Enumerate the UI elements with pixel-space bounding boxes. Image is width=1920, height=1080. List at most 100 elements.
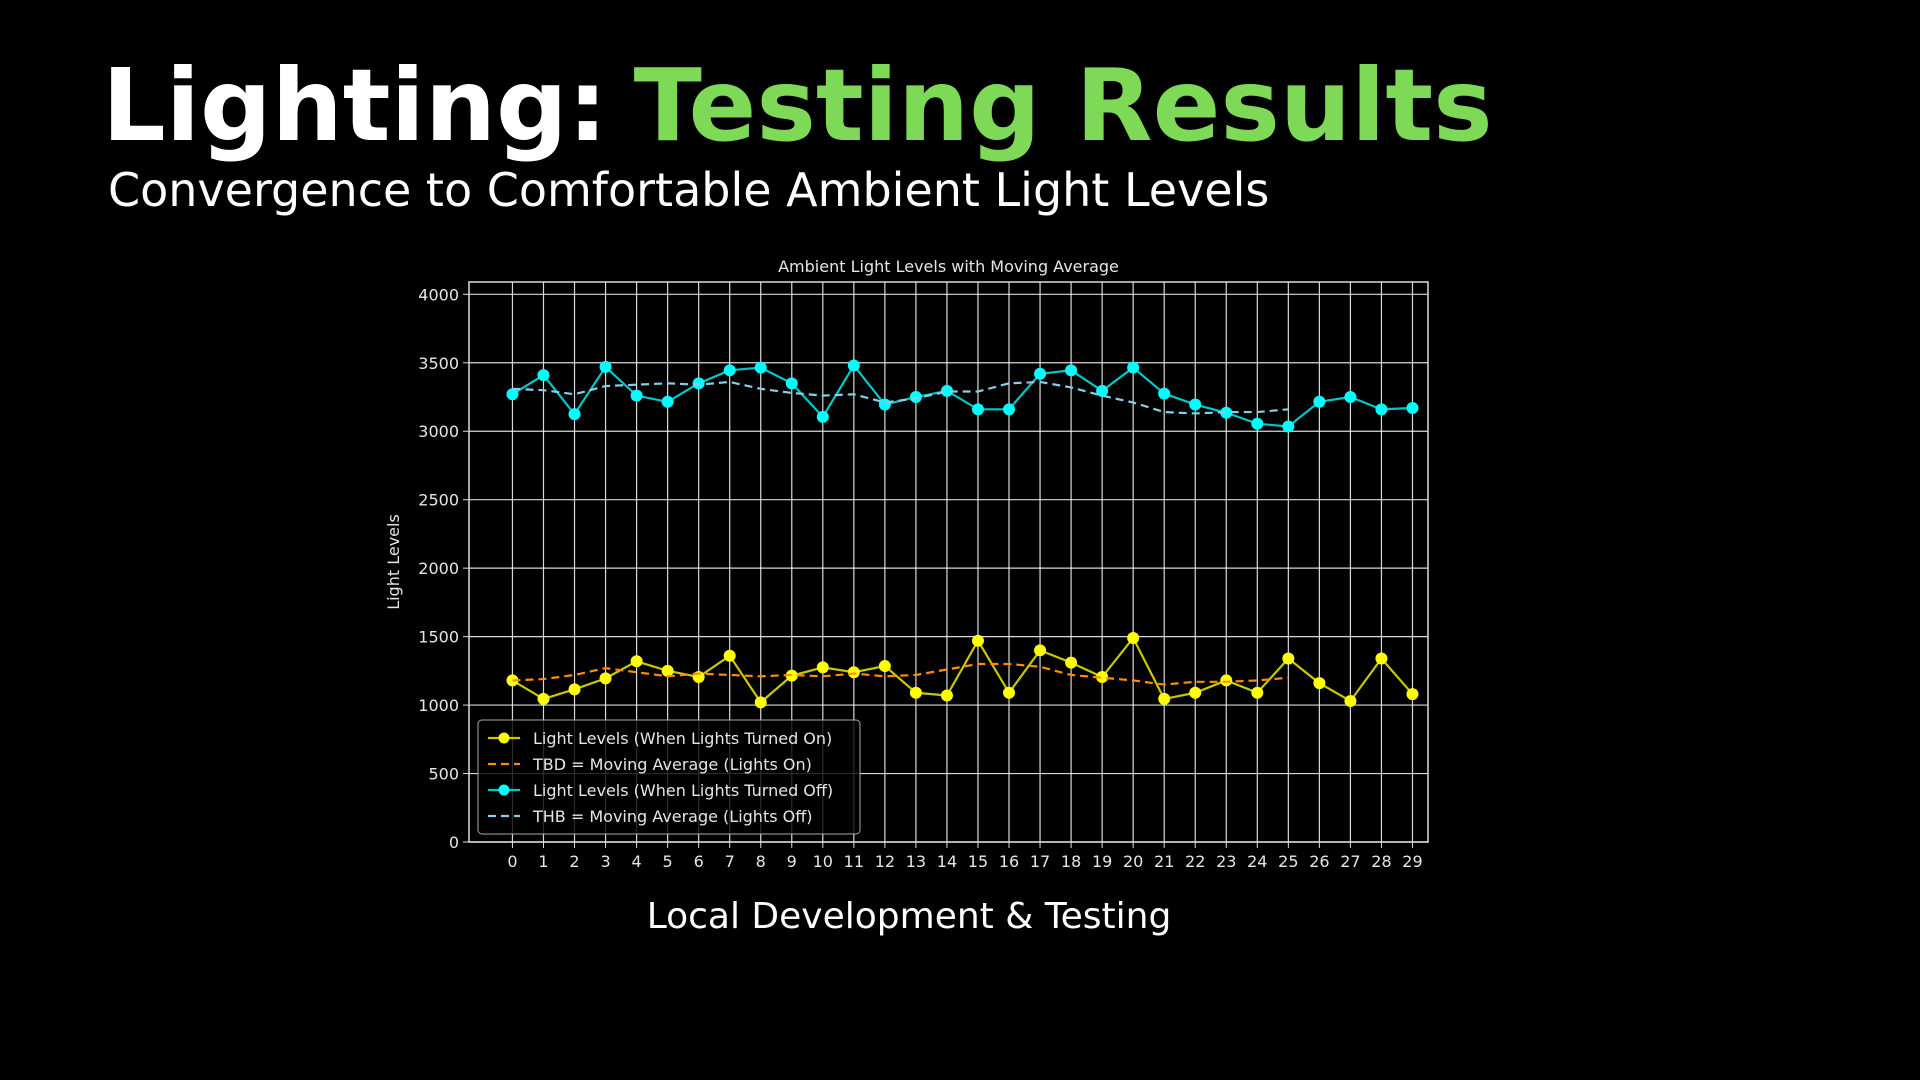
- data-point: [1034, 644, 1047, 657]
- data-point: [661, 395, 674, 408]
- data-point: [506, 388, 519, 401]
- data-point: [1096, 671, 1109, 684]
- y-tick-label: 2000: [418, 559, 459, 578]
- data-point: [1003, 686, 1016, 699]
- data-point: [971, 634, 984, 647]
- data-point: [1189, 686, 1202, 699]
- y-tick-label: 1500: [418, 628, 459, 647]
- data-point: [754, 696, 767, 709]
- legend-label: TBD = Moving Average (Lights On): [532, 755, 812, 774]
- data-point: [599, 360, 612, 373]
- data-point: [1034, 367, 1047, 380]
- data-point: [568, 683, 581, 696]
- y-tick-label: 3500: [418, 354, 459, 373]
- legend-marker: [498, 784, 510, 796]
- data-point: [1282, 420, 1295, 433]
- data-point: [940, 689, 953, 702]
- data-point: [1003, 403, 1016, 416]
- x-tick-label: 19: [1092, 852, 1112, 871]
- data-point: [599, 672, 612, 685]
- x-tick-label: 8: [756, 852, 766, 871]
- x-tick-label: 17: [1030, 852, 1050, 871]
- data-point: [1375, 403, 1388, 416]
- data-point: [723, 364, 736, 377]
- data-point: [1251, 417, 1264, 430]
- data-point: [971, 403, 984, 416]
- data-point: [909, 686, 922, 699]
- x-tick-label: 6: [694, 852, 704, 871]
- y-tick-label: 2500: [418, 491, 459, 510]
- x-tick-label: 10: [813, 852, 833, 871]
- subtitle: Convergence to Comfortable Ambient Light…: [108, 163, 1269, 217]
- data-point: [1406, 688, 1419, 701]
- data-point: [1220, 674, 1233, 687]
- data-point: [630, 655, 643, 668]
- data-point: [661, 664, 674, 677]
- y-tick-label: 4000: [418, 285, 459, 304]
- x-tick-label: 14: [937, 852, 957, 871]
- x-tick-label: 29: [1402, 852, 1422, 871]
- data-point: [1065, 364, 1078, 377]
- x-tick-label: 25: [1278, 852, 1298, 871]
- data-point: [1127, 631, 1140, 644]
- series-line: [512, 380, 1289, 415]
- data-point: [1189, 398, 1202, 411]
- data-point: [1096, 384, 1109, 397]
- data-point: [754, 361, 767, 374]
- legend-box: [477, 719, 861, 835]
- data-point: [1158, 692, 1171, 705]
- data-point: [1406, 401, 1419, 414]
- y-tick-label: 0: [449, 833, 459, 852]
- data-point: [1313, 677, 1326, 690]
- data-point: [816, 661, 829, 674]
- data-point: [816, 410, 829, 423]
- x-tick-label: 23: [1216, 852, 1236, 871]
- x-tick-label: 3: [600, 852, 610, 871]
- data-point: [630, 389, 643, 402]
- x-tick-label: 22: [1185, 852, 1205, 871]
- chart-title: Ambient Light Levels with Moving Average: [778, 257, 1119, 276]
- series-line: [512, 662, 1289, 686]
- x-tick-label: 20: [1123, 852, 1143, 871]
- title-highlight: Testing Results: [634, 47, 1493, 164]
- x-tick-label: 28: [1371, 852, 1391, 871]
- data-point: [785, 377, 798, 390]
- caption: Local Development & Testing: [647, 896, 1172, 937]
- data-point: [878, 660, 891, 673]
- x-tick-label: 0: [507, 852, 517, 871]
- x-tick-label: 27: [1340, 852, 1360, 871]
- x-tick-label: 5: [663, 852, 673, 871]
- y-tick-label: 500: [428, 765, 459, 784]
- x-tick-label: 9: [787, 852, 797, 871]
- data-point: [1344, 694, 1357, 707]
- x-tick-label: 24: [1247, 852, 1267, 871]
- x-tick-label: 15: [968, 852, 988, 871]
- x-tick-label: 1: [538, 852, 548, 871]
- legend-label: THB = Moving Average (Lights Off): [532, 807, 813, 826]
- data-point: [1127, 361, 1140, 374]
- slide-title: Lighting: Testing Results: [102, 47, 1493, 164]
- data-point: [1344, 391, 1357, 404]
- chart: Ambient Light Levels with Moving Average…: [384, 257, 1429, 871]
- x-tick-label: 26: [1309, 852, 1329, 871]
- x-tick-label: 11: [844, 852, 864, 871]
- data-point: [1220, 406, 1233, 419]
- x-tick-label: 16: [999, 852, 1019, 871]
- legend-marker: [498, 732, 510, 744]
- data-point: [568, 408, 581, 421]
- legend-label: Light Levels (When Lights Turned On): [533, 729, 832, 748]
- y-tick-label: 3000: [418, 422, 459, 441]
- x-tick-label: 21: [1154, 852, 1174, 871]
- plot-frame: [468, 281, 1429, 843]
- data-point: [537, 692, 550, 705]
- data-point: [537, 369, 550, 382]
- x-tick-label: 12: [875, 852, 895, 871]
- x-tick-label: 18: [1061, 852, 1081, 871]
- data-point: [1065, 656, 1078, 669]
- data-point: [1313, 395, 1326, 408]
- x-tick-label: 2: [569, 852, 579, 871]
- title-prefix: Lighting:: [102, 47, 608, 164]
- data-point: [1251, 686, 1264, 699]
